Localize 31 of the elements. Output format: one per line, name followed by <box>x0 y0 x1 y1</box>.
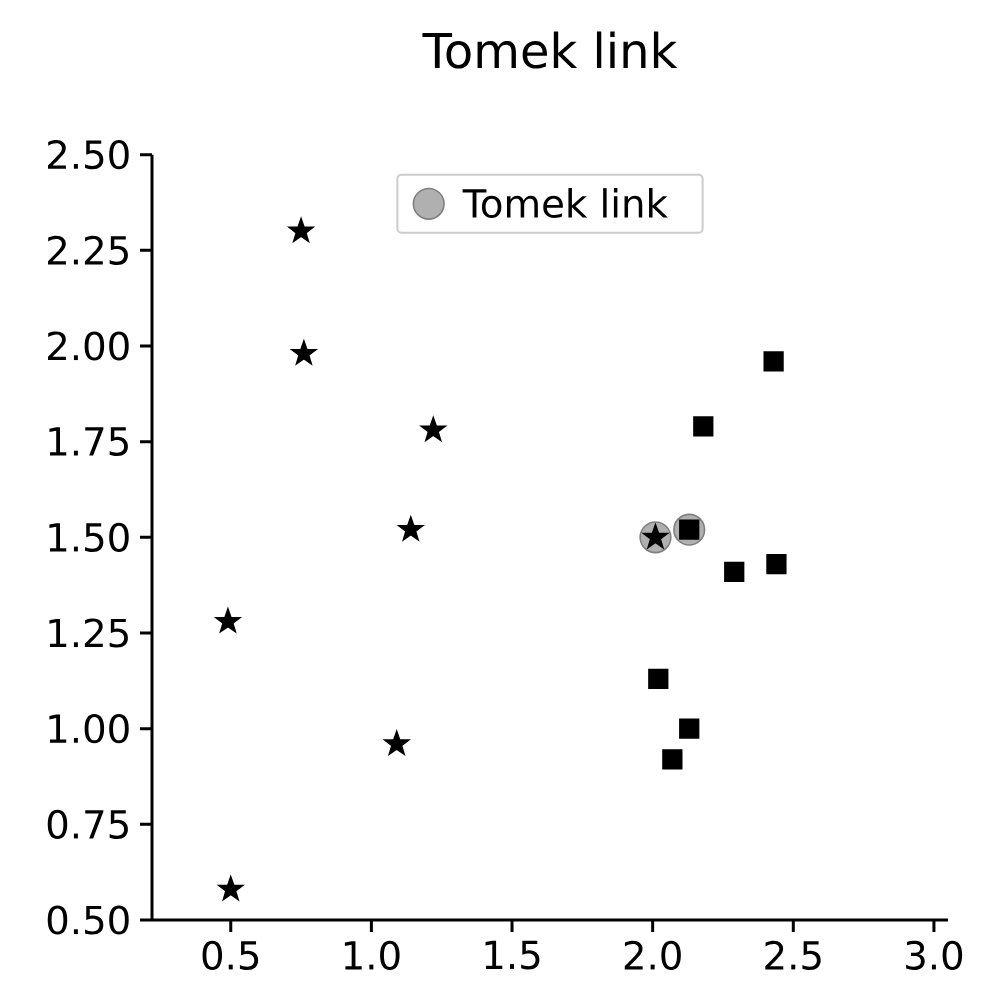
y-tick-label: 2.25 <box>48 235 128 265</box>
y-tick-label: 1.25 <box>49 618 128 648</box>
x-tick-label: 2.5 <box>765 940 821 970</box>
x-tick-label: 1.0 <box>344 940 400 970</box>
point <box>384 730 410 755</box>
x-tick-label: 3.0 <box>906 940 963 970</box>
point <box>215 608 241 633</box>
y-tick-label: 1.50 <box>49 522 129 552</box>
y-tick-label: 1.75 <box>49 427 128 457</box>
y-tick-label: 0.50 <box>47 905 129 935</box>
y-tick-label: 2.50 <box>48 140 129 170</box>
y-tick-label: 1.00 <box>49 714 129 744</box>
point <box>679 718 700 739</box>
point <box>724 561 745 582</box>
y-tick-label: 2.00 <box>48 331 129 361</box>
point <box>420 416 446 442</box>
x-tick-label: 2.0 <box>624 940 681 970</box>
legend-label: Tomek link <box>462 188 668 219</box>
point <box>288 217 314 243</box>
point <box>291 340 317 365</box>
point <box>766 553 787 575</box>
point <box>648 668 669 690</box>
x-tick-label: 0.5 <box>202 940 259 970</box>
point <box>693 416 714 437</box>
point <box>662 749 683 770</box>
x-tick-label: 1.5 <box>485 940 540 970</box>
point <box>763 351 784 372</box>
point <box>218 876 244 901</box>
chart-title: Tomek link <box>422 31 678 69</box>
point <box>398 516 424 541</box>
y-tick-label: 0.75 <box>47 809 128 839</box>
